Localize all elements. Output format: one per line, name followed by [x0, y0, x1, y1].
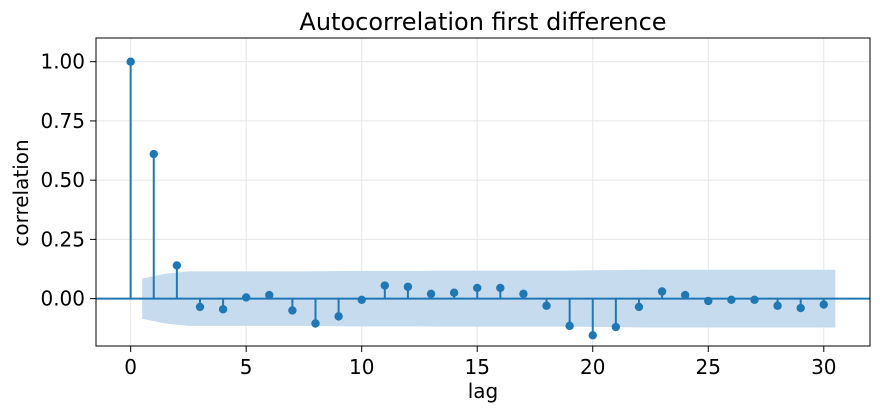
- acf-point: [334, 312, 343, 321]
- acf-point: [357, 295, 366, 304]
- acf-point: [796, 303, 805, 313]
- acf-point: [380, 281, 390, 290]
- acf-point: [473, 283, 482, 293]
- acf-point: [311, 319, 320, 328]
- acf-point: [172, 261, 182, 270]
- acf-point: [403, 282, 413, 291]
- x-tick-label: 15: [464, 355, 489, 379]
- stem-layer: [96, 57, 870, 340]
- y-tick-label: 0.75: [40, 109, 85, 133]
- x-tick-label: 0: [124, 355, 137, 379]
- acf-point: [149, 149, 158, 159]
- y-tick-label: 1.00: [40, 50, 85, 74]
- axes: 0 5 10 15 20 25 30 0.00 0.25 0.50 0.75 1.00: [40, 37, 871, 379]
- acf-point: [241, 293, 251, 302]
- acf-point: [288, 306, 297, 315]
- x-tick-label: 25: [696, 355, 721, 379]
- x-tick-label: 20: [580, 355, 605, 379]
- acf-point: [773, 301, 782, 310]
- acf-point: [704, 296, 713, 306]
- acf-point: [519, 289, 528, 299]
- acf-point: [426, 289, 436, 299]
- acf-point: [819, 300, 828, 309]
- acf-point: [680, 290, 690, 300]
- acf-point: [565, 321, 574, 331]
- acf-point: [496, 283, 505, 293]
- y-tick-label: 0.00: [40, 287, 85, 311]
- acf-point: [634, 302, 644, 312]
- acf-point: [449, 288, 459, 297]
- acf-point: [265, 290, 274, 300]
- y-axis-label: correlation: [9, 139, 33, 246]
- y-tick-label: 0.25: [40, 227, 85, 251]
- x-tick-label: 10: [349, 355, 374, 379]
- chart-title: Autocorrelation first difference: [299, 8, 666, 36]
- y-tick-label: 0.50: [40, 168, 85, 192]
- acf-point: [727, 295, 736, 304]
- acf-point: [611, 322, 621, 332]
- acf-point: [218, 305, 228, 314]
- acf-point: [588, 331, 597, 340]
- x-tick-label: 5: [240, 355, 253, 379]
- x-axis-label: lag: [468, 379, 499, 403]
- x-tick-label: 30: [811, 355, 836, 379]
- acf-point: [126, 57, 135, 66]
- plot-frame: [95, 37, 871, 347]
- acf-point: [657, 287, 667, 296]
- acf-point: [195, 302, 205, 312]
- acf-point: [542, 301, 551, 310]
- acf-point: [750, 295, 759, 304]
